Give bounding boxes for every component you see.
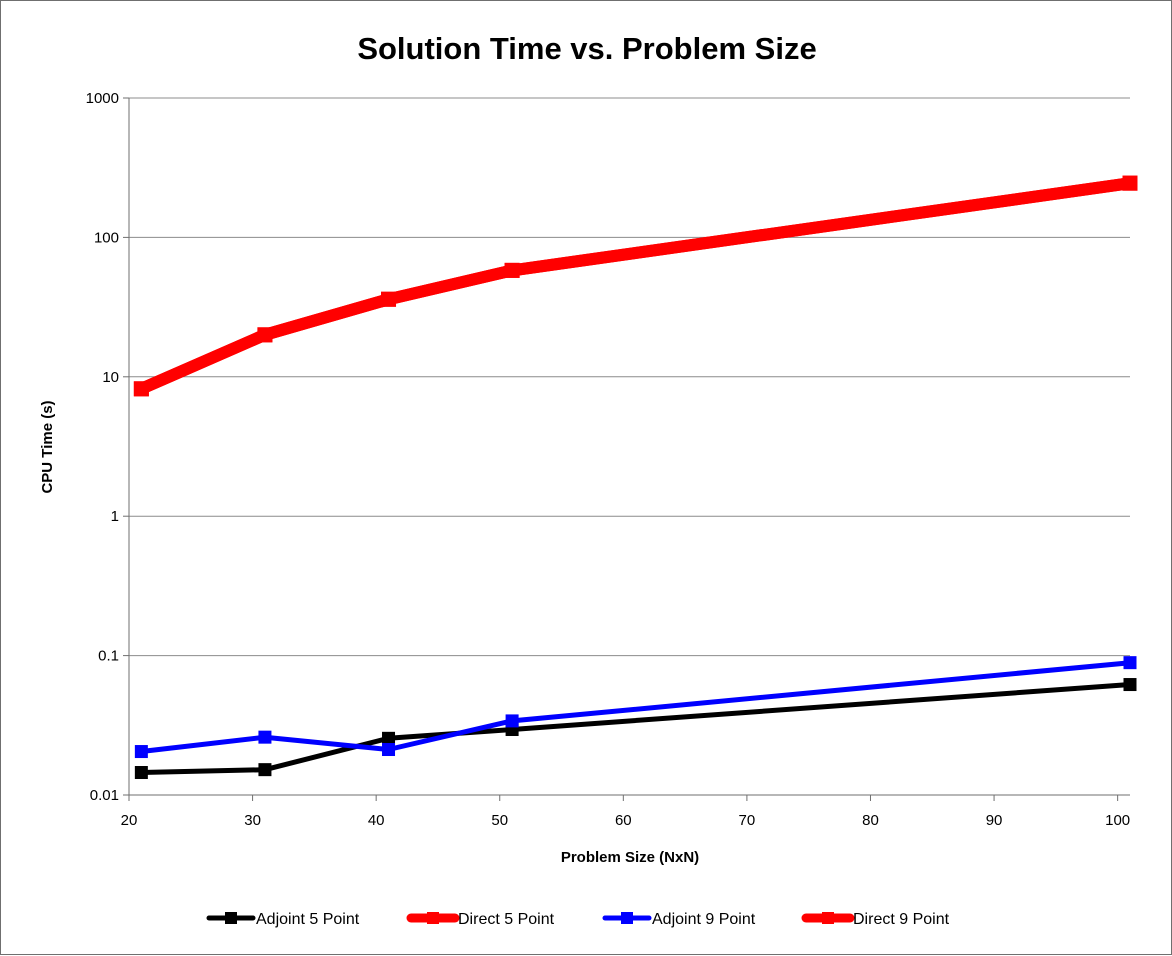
data-point-adjoint-9-point-101 (1123, 656, 1137, 670)
legend-marker-adjoint-9-point (621, 912, 633, 924)
y-tick-label-100: 100 (94, 229, 119, 246)
series-adjoint-9-point (134, 656, 1137, 759)
y-tick-label-0-01: 0.01 (90, 787, 119, 804)
data-point-direct-9-point-51 (504, 262, 520, 278)
x-tick-label-80: 80 (862, 812, 879, 829)
legend-marker-direct-9-point (822, 912, 834, 924)
legend-marker-adjoint-5-point (225, 912, 237, 924)
grid-layer (129, 97, 1130, 657)
legend-marker-direct-5-point (427, 912, 439, 924)
x-axis-title: Problem Size (NxN) (561, 849, 699, 866)
x-tick-label-30: 30 (244, 812, 261, 829)
x-tick-label-60: 60 (615, 812, 632, 829)
x-tick-label-90: 90 (986, 812, 1003, 829)
legend-item-adjoint-5-point: Adjoint 5 Point (206, 911, 360, 928)
x-tick-label-70: 70 (739, 812, 756, 829)
data-point-adjoint-9-point-31 (258, 730, 272, 744)
legend-item-direct-9-point: Direct 9 Point (801, 911, 950, 928)
series-line-direct-5-point (135, 177, 1136, 395)
series-line-adjoint-5-point (138, 682, 1133, 775)
data-point-direct-9-point-21 (133, 381, 149, 397)
legend-label-adjoint-9-point: Adjoint 9 Point (652, 911, 756, 928)
series-direct-9-point (133, 175, 1138, 397)
legend-item-direct-5-point: Direct 5 Point (406, 911, 555, 928)
y-tick-label-0-1: 0.1 (98, 648, 119, 665)
data-point-adjoint-9-point-41 (382, 743, 396, 757)
data-point-adjoint-9-point-21 (134, 745, 148, 759)
x-tick-label-40: 40 (368, 812, 385, 829)
data-point-adjoint-5-point-41 (382, 731, 396, 745)
data-point-adjoint-5-point-101 (1123, 678, 1137, 692)
series-adjoint-5-point (134, 678, 1137, 780)
data-point-direct-9-point-101 (1122, 175, 1138, 191)
data-point-adjoint-9-point-51 (505, 714, 519, 728)
axis-layer: 0.01 0.1 1 10 100 1000 20 30 40 50 60 70 80 90 100 (86, 90, 1131, 829)
legend-label-adjoint-5-point: Adjoint 5 Point (256, 911, 360, 928)
data-point-direct-9-point-41 (381, 291, 397, 307)
legend-label-direct-9-point: Direct 9 Point (853, 911, 950, 928)
legend-label-direct-5-point: Direct 5 Point (458, 911, 555, 928)
data-point-adjoint-5-point-21 (134, 766, 148, 780)
x-tick-label-20: 20 (121, 812, 138, 829)
x-tick-label-50: 50 (491, 812, 508, 829)
series-line-adjoint-9-point (138, 660, 1133, 754)
x-tick-label-100: 100 (1105, 812, 1130, 829)
y-tick-label-10: 10 (102, 369, 119, 386)
legend-item-adjoint-9-point: Adjoint 9 Point (602, 911, 756, 928)
y-axis-title: CPU Time (s) (39, 400, 56, 493)
data-point-direct-9-point-31 (257, 327, 273, 343)
series-line-direct-9-point (135, 177, 1136, 395)
legend: Adjoint 5 Point Direct 5 Point Adjoint 9 P… (206, 911, 950, 928)
series-layer (133, 175, 1138, 780)
data-point-adjoint-5-point-31 (258, 763, 272, 777)
chart-title: Solution Time vs. Problem Size (357, 31, 816, 66)
y-tick-label-1000: 1000 (86, 90, 119, 107)
y-tick-label-1: 1 (111, 508, 119, 525)
